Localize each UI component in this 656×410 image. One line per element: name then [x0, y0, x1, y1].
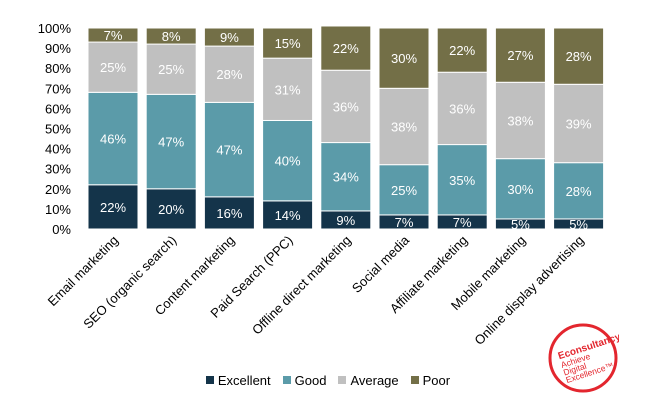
y-tick-label: 100% [38, 21, 72, 36]
y-tick-label: 40% [45, 142, 71, 157]
y-tick-label: 0% [52, 222, 71, 237]
bar-segment [87, 27, 139, 43]
bar-segment [494, 158, 546, 220]
data-label: 28% [566, 49, 592, 64]
data-label: 31% [275, 82, 301, 97]
legend-label: Poor [422, 372, 451, 388]
category-label: Social media [349, 232, 413, 296]
bar-segment [203, 101, 255, 198]
bar-segment [436, 27, 488, 73]
bar-segment [145, 188, 197, 230]
data-label: 7% [104, 28, 123, 43]
data-label: 46% [100, 132, 126, 147]
bar-segment [262, 57, 314, 121]
bar-segment [145, 93, 197, 190]
data-label: 14% [275, 208, 301, 223]
bar-segment [145, 27, 197, 45]
bar-segment [378, 164, 430, 216]
data-label: 38% [507, 113, 533, 128]
legend-swatch [205, 376, 214, 385]
y-axis: 0% 10% 20% 30% 40% 50% 60% 70% 80% 90% 100% [38, 21, 72, 237]
data-label: 47% [216, 143, 242, 158]
data-label: 8% [162, 29, 181, 44]
legend-swatch [338, 376, 347, 385]
legend-swatch [282, 376, 291, 385]
legend-swatch [410, 376, 419, 385]
data-label: 38% [391, 119, 417, 134]
data-label: 25% [391, 183, 417, 198]
data-label: 30% [391, 51, 417, 66]
data-label: 5% [569, 217, 588, 232]
logo-circle [548, 323, 618, 393]
bar-segment [87, 91, 139, 186]
bar-segment [203, 27, 255, 47]
data-label: 34% [333, 170, 359, 185]
bar-segment [436, 71, 488, 146]
category-label: Offline direct marketing [249, 233, 354, 338]
bar-segment [320, 142, 372, 212]
legend-item: Good [282, 372, 327, 388]
data-label: 9% [336, 213, 355, 228]
data-label: 25% [100, 60, 126, 75]
data-label: 20% [158, 202, 184, 217]
bar-segment [203, 196, 255, 230]
y-tick-label: 20% [45, 182, 71, 197]
bars [87, 25, 605, 230]
data-label: 7% [453, 215, 472, 230]
bar-segment [378, 27, 430, 89]
legend-item: Poor [410, 372, 451, 388]
data-label: 28% [566, 184, 592, 199]
data-label: 25% [158, 62, 184, 77]
bar-segment [553, 162, 605, 220]
bar-segment [553, 27, 605, 85]
data-label: 22% [449, 43, 475, 58]
data-label: 7% [395, 215, 414, 230]
data-label: 22% [333, 41, 359, 56]
data-label: 9% [220, 30, 239, 45]
data-label: 5% [511, 217, 530, 232]
data-label: 47% [158, 135, 184, 150]
bar-segment [203, 45, 255, 103]
data-label: 28% [216, 67, 242, 82]
y-tick-label: 30% [45, 162, 71, 177]
data-label: 36% [449, 101, 475, 116]
data-labels: 22% 46% 25% 7% 20% 47% 25% 8% 16% 47% 28% 9% 14% 40% 3… [100, 28, 592, 232]
bar-segment [262, 27, 314, 59]
data-label: 30% [507, 182, 533, 197]
data-label: 35% [449, 173, 475, 188]
data-label: 16% [216, 206, 242, 221]
legend-label: Excellent [217, 372, 271, 388]
y-tick-label: 80% [45, 61, 71, 76]
bar-segment [494, 81, 546, 160]
y-tick-label: 70% [45, 81, 71, 96]
data-label: 15% [275, 36, 301, 51]
data-label: 22% [100, 200, 126, 215]
legend: Excellent Good Average Poor [0, 371, 656, 389]
data-label: 40% [275, 154, 301, 169]
data-label: 39% [566, 116, 592, 131]
legend-item: Excellent [205, 372, 271, 388]
legend-label: Average [350, 372, 399, 388]
legend-label: Good [294, 372, 327, 388]
bar-segment [87, 41, 139, 93]
legend-item: Average [338, 372, 399, 388]
y-tick-label: 60% [45, 101, 71, 116]
y-tick-label: 90% [45, 41, 71, 56]
data-label: 36% [333, 99, 359, 114]
y-tick-label: 10% [45, 202, 71, 217]
bar-segment [320, 25, 372, 71]
bar-segment [87, 184, 139, 230]
bar-segment [553, 83, 605, 164]
y-tick-label: 50% [45, 122, 71, 137]
data-label: 27% [507, 48, 533, 63]
bar-segment [494, 27, 546, 83]
